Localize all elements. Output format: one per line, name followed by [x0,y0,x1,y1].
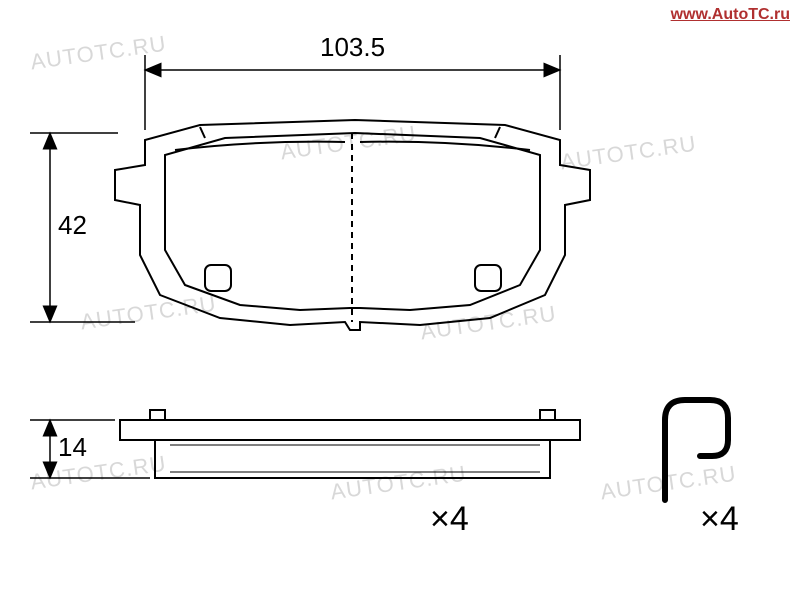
brake-pad-front-view [115,120,590,330]
dimension-width [145,55,560,130]
dim-width-label: 103.5 [320,32,385,63]
clip-shape [665,400,728,500]
brake-pad-side-view [120,410,580,478]
dim-height-label: 42 [58,210,87,241]
dimension-thickness [30,420,150,478]
dim-thickness-label: 14 [58,432,87,463]
technical-drawing [0,0,800,600]
qty-pad-label: ×4 [430,500,469,539]
qty-clip-label: ×4 [700,500,739,539]
